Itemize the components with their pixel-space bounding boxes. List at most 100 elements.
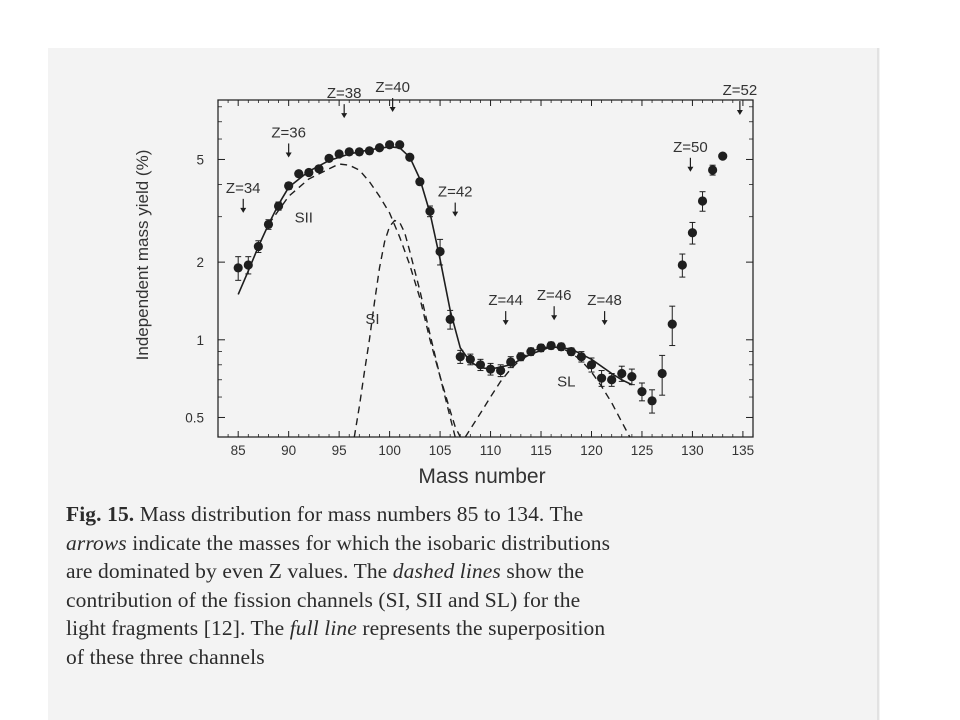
channel-label: SL xyxy=(557,373,575,390)
data-point xyxy=(556,342,566,352)
data-points xyxy=(233,140,728,414)
arrowhead-icon xyxy=(502,320,509,326)
data-point xyxy=(354,147,364,157)
caption-text: dashed lines xyxy=(392,559,501,583)
data-point xyxy=(667,319,677,329)
data-point xyxy=(586,360,597,370)
channel-label: SI xyxy=(365,311,379,328)
z-label: Z=40 xyxy=(375,79,410,96)
data-point xyxy=(334,149,344,159)
data-point xyxy=(324,153,334,163)
scanned-page xyxy=(48,48,880,720)
x-tick-label: 105 xyxy=(429,443,452,458)
data-point xyxy=(415,177,425,187)
data-point xyxy=(657,368,667,379)
data-point xyxy=(455,352,465,362)
z-label: Z=48 xyxy=(587,292,622,309)
x-tick-label: 95 xyxy=(332,443,347,458)
caption-text: represents the superposition xyxy=(356,616,606,640)
y-tick-label: 2 xyxy=(196,255,204,270)
data-point xyxy=(435,246,445,257)
data-point xyxy=(344,147,354,157)
z-label: Z=44 xyxy=(488,292,523,309)
data-point xyxy=(273,201,284,211)
data-point xyxy=(708,165,718,175)
x-tick-label: 110 xyxy=(480,443,502,458)
x-tick-label: 135 xyxy=(732,443,755,458)
data-point xyxy=(687,228,698,238)
z-label: Z=38 xyxy=(327,85,362,102)
caption-line: contribution of the fission channels (SI… xyxy=(66,586,834,615)
caption-line: light fragments [12]. The full line repr… xyxy=(66,614,834,643)
data-point xyxy=(506,357,516,367)
arrowhead-icon xyxy=(285,152,292,158)
curves xyxy=(237,146,633,438)
data-point xyxy=(233,263,243,273)
z-label: Z=42 xyxy=(438,184,473,201)
arrowhead-icon xyxy=(736,110,743,116)
data-point xyxy=(576,352,586,362)
caption-text: contribution of the fission channels (SI… xyxy=(66,587,581,612)
data-point xyxy=(445,314,455,324)
x-tick-label: 125 xyxy=(631,443,654,458)
data-point xyxy=(536,343,546,353)
caption-text: full line xyxy=(289,616,357,640)
data-point xyxy=(284,181,294,191)
arrowhead-icon xyxy=(687,166,694,172)
channel-label: SII xyxy=(295,209,313,226)
arrowhead-icon xyxy=(240,207,247,213)
x-axis-title: Mass number xyxy=(418,465,545,488)
data-point xyxy=(697,196,708,206)
data-point xyxy=(243,260,253,270)
data-point xyxy=(677,260,687,270)
caption-text: are dominated by even Z values. The xyxy=(66,559,393,583)
caption-text: Mass distribution for mass numbers 85 to… xyxy=(134,502,584,526)
plot-frame xyxy=(217,99,754,438)
data-point xyxy=(395,140,405,150)
x-tick-label: 130 xyxy=(681,443,704,458)
data-point xyxy=(364,146,375,156)
data-point xyxy=(718,151,728,161)
data-point xyxy=(496,365,506,376)
caption-line: are dominated by even Z values. The dash… xyxy=(66,557,834,586)
data-point xyxy=(596,373,607,383)
x-tick-label: 100 xyxy=(378,443,401,458)
data-point xyxy=(314,164,324,174)
y-tick-label: 1 xyxy=(196,333,204,348)
data-point xyxy=(385,140,395,150)
caption-text: of these three channels xyxy=(66,644,265,669)
caption-line: Fig. 15. Mass distribution for mass numb… xyxy=(66,500,834,529)
data-point xyxy=(425,206,435,216)
caption-text: arrows xyxy=(66,530,127,555)
y-tick-label: 0.5 xyxy=(185,410,204,425)
z-label: Z=34 xyxy=(226,180,261,197)
arrowhead-icon xyxy=(341,113,348,119)
y-tick-label: 5 xyxy=(196,152,204,167)
data-point xyxy=(566,347,576,357)
y-axis-title: Independent mass yield (%) xyxy=(133,150,152,361)
data-point xyxy=(617,368,627,379)
figure-caption: Fig. 15. Mass distribution for mass numb… xyxy=(66,500,834,671)
annotations: Z=34 Z=36 Z=38 Z=40 Z=42 Z=44 Z=46 Z=48 Z=50 Z=52… xyxy=(226,79,757,390)
caption-line: arrows indicate the masses for which the… xyxy=(66,529,834,558)
data-point xyxy=(253,241,263,252)
z-label: Z=50 xyxy=(673,139,708,156)
arrowhead-icon xyxy=(601,320,608,326)
dashed-line-sii xyxy=(267,163,456,438)
data-point xyxy=(263,219,274,230)
data-point xyxy=(637,386,647,397)
arrowhead-icon xyxy=(551,315,558,321)
data-point xyxy=(465,354,475,364)
data-point xyxy=(294,169,304,179)
z-label: Z=46 xyxy=(537,287,572,304)
dashed-line-sl xyxy=(464,346,631,438)
caption-text: light fragments [12]. The xyxy=(66,616,290,640)
caption-text: indicate the masses for which the isobar… xyxy=(126,530,611,555)
data-point xyxy=(304,167,314,178)
caption-line: of these three channels xyxy=(66,643,834,672)
z-label: Z=52 xyxy=(723,82,758,99)
x-tick-label: 90 xyxy=(281,443,296,458)
arrowhead-icon xyxy=(389,107,396,113)
